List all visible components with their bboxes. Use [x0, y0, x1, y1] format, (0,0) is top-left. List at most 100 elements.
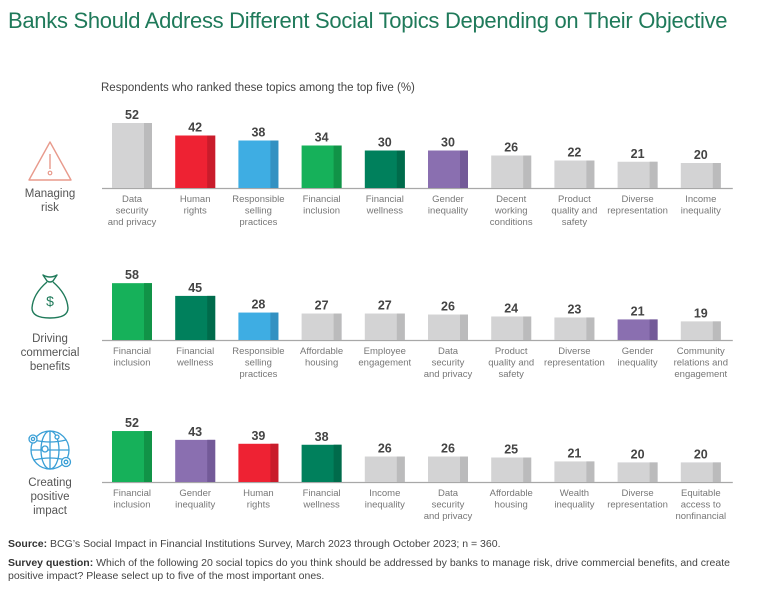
data-label: 21 [631, 147, 645, 161]
survey-question-text: Which of the following 20 social topics … [8, 557, 730, 582]
bar [301, 313, 342, 340]
bar [680, 462, 721, 482]
bar-side [649, 319, 658, 340]
data-label: 38 [251, 126, 265, 140]
data-label: 45 [188, 281, 202, 295]
category-label-line: and privacy [108, 217, 157, 228]
category-label-line: Financial [303, 488, 341, 499]
bar-face [617, 462, 658, 482]
bar-side [270, 443, 279, 482]
data-label: 30 [378, 136, 392, 150]
chart-subtitle: Respondents who ranked these topics amon… [101, 82, 415, 94]
category-label-line: selling [245, 358, 272, 369]
bar [112, 123, 152, 188]
category-label-line: working [494, 206, 528, 217]
bar-side [144, 123, 152, 188]
bar [617, 319, 658, 340]
category-label: Affordable housing [300, 346, 343, 369]
data-label: 42 [188, 121, 202, 135]
category-label-line: engagement [674, 369, 727, 380]
category-label-line: access to [681, 500, 721, 511]
bar-side [396, 456, 405, 482]
bar [301, 444, 342, 482]
category-label: Community relations and engagement [674, 346, 728, 380]
bar-side [460, 150, 468, 188]
category-label-line: engagement [358, 358, 411, 369]
category-label-line: Affordable [300, 346, 343, 357]
category-label: Data security and privacy [424, 346, 473, 380]
bar [680, 321, 721, 340]
category-label: Gender inequality [618, 346, 658, 369]
category-label-line: inclusion [114, 358, 151, 369]
category-label: Income inequality [365, 488, 405, 511]
bar [554, 461, 595, 482]
bar [364, 150, 405, 188]
bar-side [270, 140, 279, 188]
category-label-line: Diverse [621, 488, 653, 499]
bar-side [523, 155, 532, 188]
category-label-line: and privacy [424, 511, 473, 522]
bar-side [586, 160, 595, 188]
category-label-line: practices [239, 369, 277, 380]
category-label: Affordable housing [490, 488, 533, 511]
category-label: Responsible selling practices [232, 194, 284, 228]
bar [238, 312, 279, 340]
panel-label-line: impact [33, 505, 67, 517]
data-label: 26 [504, 141, 518, 155]
category-label-line: wellness [176, 358, 214, 369]
category-label-line: Data [438, 346, 459, 357]
category-label: Financial inclusion [113, 488, 151, 511]
category-label-line: Human [243, 488, 274, 499]
data-label: 52 [125, 108, 139, 122]
bar-side [333, 145, 342, 188]
category-label-line: Wealth [560, 488, 589, 499]
bar [175, 295, 216, 340]
bar-face [554, 461, 595, 482]
category-label-line: inequality [175, 500, 215, 511]
panel-label-line: benefits [29, 361, 71, 373]
bar-side [712, 321, 721, 340]
category-label-line: Affordable [490, 488, 533, 499]
category-label-line: representation [607, 500, 668, 511]
category-label-line: Responsible [232, 346, 284, 357]
bar [238, 443, 279, 482]
category-label-line: safety [562, 217, 588, 228]
data-label: 27 [378, 299, 392, 313]
category-label-line: security [432, 358, 465, 369]
bar-side [586, 461, 595, 482]
category-label: Gender inequality [175, 488, 215, 511]
category-label: Financial inclusion [303, 194, 341, 217]
category-label-line: inequality [681, 206, 721, 217]
bar [491, 316, 532, 340]
bar [428, 150, 468, 188]
data-label: 20 [631, 447, 645, 461]
category-label: Data security and privacy [424, 488, 473, 522]
bar-face [554, 317, 595, 340]
source-note: Source: BCG’s Social Impact in Financial… [8, 538, 760, 551]
bar [554, 317, 595, 340]
bar [617, 462, 658, 482]
panel-label-line: Creating [28, 477, 72, 489]
bar [491, 457, 532, 482]
bar-side [333, 313, 342, 340]
category-label: Diverse representation [607, 194, 668, 217]
bar-side [523, 457, 532, 482]
category-label: Product quality and safety [488, 346, 534, 380]
category-label: Financial inclusion [113, 346, 151, 369]
category-label-line: selling [245, 206, 272, 217]
category-label-line: Financial [113, 346, 151, 357]
category-label: Data security and privacy [108, 194, 157, 228]
data-label: 43 [188, 425, 202, 439]
category-label-line: Community [677, 346, 725, 357]
data-label: 19 [694, 306, 708, 320]
category-label-line: Financial [113, 488, 151, 499]
category-label-line: Equitable [681, 488, 721, 499]
data-label: 39 [251, 429, 265, 443]
category-label: Gender inequality [428, 194, 468, 217]
chart-title: Banks Should Address Different Social To… [8, 8, 728, 33]
bar [428, 314, 468, 340]
data-label: 21 [631, 304, 645, 318]
bar-side [396, 150, 405, 188]
survey-question-label: Survey question: [8, 557, 94, 569]
